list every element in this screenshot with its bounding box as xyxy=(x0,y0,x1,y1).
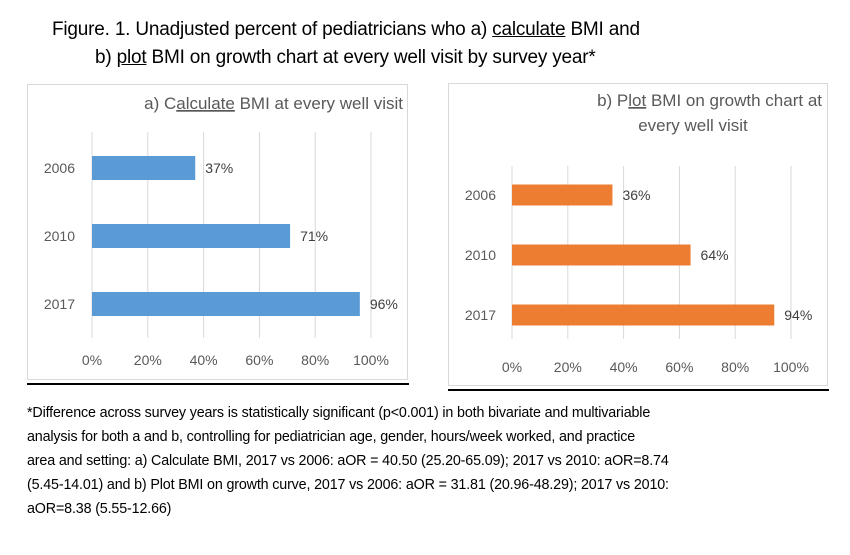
chart-b-data-label: 64% xyxy=(701,247,729,263)
footnote-line: aOR=8.38 (5.55-12.66) xyxy=(27,501,172,517)
title-underlined-word: calculate xyxy=(492,19,566,40)
chart-b-x-tick-label: 20% xyxy=(554,359,582,375)
chart-a-x-tick-label: 80% xyxy=(301,352,329,368)
chart-a-title: a) Calculate BMI at every well visit xyxy=(144,94,403,113)
chart-b-svg: b) Plot BMI on growth chart at every well… xyxy=(465,91,822,375)
title-text: b) xyxy=(95,47,117,68)
chart-b-title-line-2: every well visit xyxy=(638,116,748,135)
title-text: BMI on growth chart at every well visit … xyxy=(146,47,596,68)
footnote-line: area and setting: a) Calculate BMI, 2017… xyxy=(27,453,669,469)
chart-b-data-label: 36% xyxy=(622,187,650,203)
chart-a-x-tick-label: 60% xyxy=(245,352,273,368)
title-text: Figure. 1. Unadjusted percent of pediatr… xyxy=(52,19,493,40)
chart-b-y-category-label: 2017 xyxy=(465,307,496,323)
figure-title-line-1: Figure. 1. Unadjusted percent of pediatr… xyxy=(52,16,640,44)
chart-a-x-tick-label: 40% xyxy=(190,352,218,368)
chart-a-svg: a) Calculate BMI at every well visit 0% 20… xyxy=(44,94,403,368)
chart-a-data-label: 37% xyxy=(205,160,233,176)
footnote-line: *Difference across survey years is stati… xyxy=(27,405,651,421)
chart-b-x-tick-label: 80% xyxy=(721,359,749,375)
chart-b-title-part: b) P xyxy=(597,91,628,110)
chart-b-y-category-label: 2006 xyxy=(465,187,496,203)
chart-b-plot-bmi: b) Plot BMI on growth chart at every well… xyxy=(448,83,828,386)
chart-a-title-part: a) C xyxy=(144,94,176,113)
chart-a-calculate-bmi: a) Calculate BMI at every well visit 0% 20… xyxy=(27,84,408,380)
chart-a-x-tick-label: 100% xyxy=(353,352,389,368)
footnote: *Difference across survey years is stati… xyxy=(27,401,827,521)
chart-b-title: b) Plot BMI on growth chart at xyxy=(597,91,822,110)
chart-b-title-part: lot xyxy=(628,91,646,110)
chart-b-data-label: 94% xyxy=(784,307,812,323)
chart-b-title-part: BMI on growth chart at xyxy=(646,91,822,110)
chart-b-bar-2017 xyxy=(512,304,775,326)
chart-b-bar-2006 xyxy=(512,184,613,206)
chart-a-bar-2010 xyxy=(92,224,291,248)
chart-a-x-tick-label: 20% xyxy=(134,352,162,368)
chart-b-bar-2010 xyxy=(512,244,691,266)
chart-b-x-tick-label: 60% xyxy=(665,359,693,375)
figure-title-line-2: b) plot BMI on growth chart at every wel… xyxy=(95,44,596,72)
chart-a-y-category-label: 2017 xyxy=(44,296,75,312)
chart-a-title-part: alculate xyxy=(176,94,235,113)
chart-a-bar-2017 xyxy=(92,292,360,316)
chart-a-underline-rule xyxy=(27,383,409,385)
footnote-line: (5.45-14.01) and b) Plot BMI on growth c… xyxy=(27,477,669,493)
title-text: BMI and xyxy=(565,19,640,40)
chart-a-bar-2006 xyxy=(92,156,196,180)
chart-a-data-label: 96% xyxy=(370,296,398,312)
chart-a-title-part: BMI at every well visit xyxy=(235,94,403,113)
chart-a-x-tick-label: 0% xyxy=(82,352,102,368)
chart-b-x-tick-label: 40% xyxy=(610,359,638,375)
chart-b-x-tick-label: 100% xyxy=(773,359,809,375)
chart-a-y-category-label: 2010 xyxy=(44,228,75,244)
chart-b-underline-rule xyxy=(448,389,829,391)
chart-a-y-category-label: 2006 xyxy=(44,160,75,176)
chart-b-x-tick-label: 0% xyxy=(502,359,522,375)
footnote-line: analysis for both a and b, controlling f… xyxy=(27,429,636,445)
chart-a-data-label: 71% xyxy=(300,228,328,244)
chart-b-y-category-label: 2010 xyxy=(465,247,496,263)
title-underlined-word: plot xyxy=(116,47,147,68)
